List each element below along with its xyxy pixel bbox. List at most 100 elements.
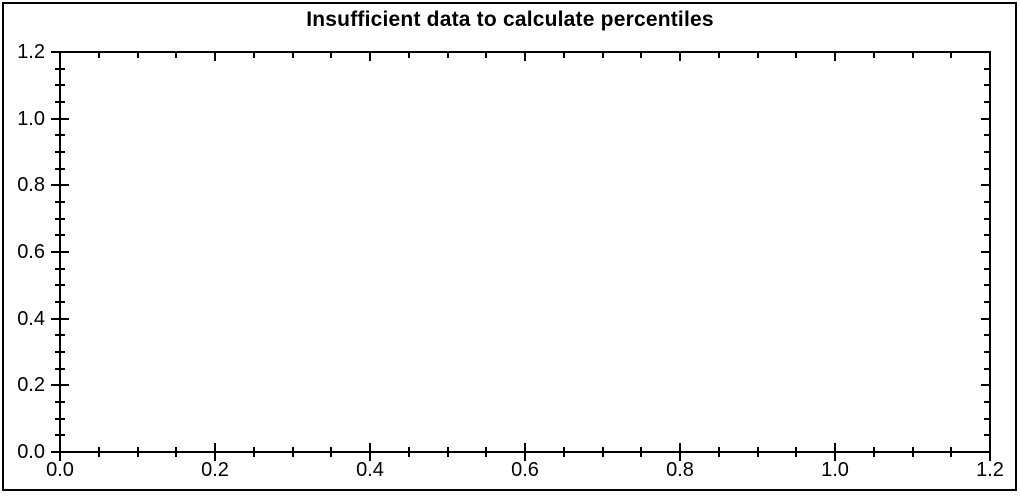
top-axis-minor-tick [911,53,914,58]
y-minor-tick [55,367,65,370]
x-axis-tick-label: 0.2 [201,459,229,481]
y-minor-tick [55,401,65,403]
y-axis-tick-label: 0.2 [17,374,45,397]
y-minor-tick [55,284,65,287]
right-axis-major-tick [981,184,989,187]
y-major-tick [51,184,69,187]
right-axis-major-tick [981,384,989,387]
y-axis-tick-label: 0.8 [17,174,45,197]
right-axis-minor-tick [984,334,989,337]
x-major-tick [989,443,991,461]
top-axis-minor-tick [97,53,100,58]
top-axis-minor-tick [252,53,255,58]
top-axis-minor-tick [485,53,488,58]
right-axis-minor-tick [984,67,989,70]
right-axis-minor-tick [984,151,989,153]
y-minor-tick [55,217,65,220]
top-axis-major-tick [369,53,371,61]
right-axis-minor-tick [984,351,989,353]
top-axis-minor-tick [795,53,798,58]
y-axis-tick-label: 0.0 [17,441,45,463]
x-minor-tick [911,447,914,457]
x-minor-tick [136,447,139,457]
y-axis-tick-label: 1.0 [17,107,45,130]
y-major-tick [51,251,69,253]
right-axis-minor-tick [984,234,989,237]
x-minor-tick [601,447,604,457]
y-minor-tick [55,234,65,237]
right-axis-minor-tick [984,401,989,403]
top-axis-minor-tick [562,53,565,58]
right-axis-major-tick [981,51,989,53]
top-axis-minor-tick [950,53,953,58]
top-axis-major-tick [524,53,526,61]
x-minor-tick [175,447,178,457]
x-minor-tick [717,447,720,457]
chart-outer-border [2,2,1017,491]
top-axis-minor-tick [136,53,139,58]
x-axis-tick-label: 1.0 [821,459,849,481]
y-minor-tick [55,434,65,437]
y-axis-tick-label: 0.4 [17,307,45,330]
x-minor-tick [97,447,100,457]
y-minor-tick [55,84,65,87]
x-minor-tick [795,447,798,457]
x-minor-tick [756,447,759,457]
x-minor-tick [872,447,875,457]
x-axis-tick-label: 1.2 [976,459,1004,481]
right-axis-minor-tick [984,284,989,287]
right-axis-minor-tick [984,267,989,270]
x-major-tick [214,443,216,461]
y-major-tick [51,317,69,320]
y-minor-tick [55,301,65,303]
right-axis-major-tick [981,251,989,253]
y-axis-tick-label: 1.2 [17,41,45,63]
right-axis-minor-tick [984,417,989,420]
top-axis-minor-tick [601,53,604,58]
top-axis-minor-tick [407,53,410,58]
right-axis-minor-tick [984,301,989,303]
y-major-tick [51,384,69,387]
x-minor-tick [291,447,294,457]
top-axis-major-tick [214,53,216,61]
y-minor-tick [55,201,65,203]
x-minor-tick [485,447,488,457]
top-axis-major-tick [834,53,836,61]
x-axis-tick-label: 0.6 [511,459,539,481]
x-major-tick [834,443,836,461]
y-major-tick [51,51,69,53]
right-axis-minor-tick [984,167,989,170]
right-axis-major-tick [981,317,989,320]
top-axis-minor-tick [291,53,294,58]
x-minor-tick [407,447,410,457]
top-axis-minor-tick [330,53,333,58]
x-major-tick [524,443,526,461]
x-major-tick [679,443,681,461]
y-axis-tick-label: 0.6 [17,241,45,263]
y-minor-tick [55,417,65,420]
y-minor-tick [55,167,65,170]
right-axis-major-tick [981,451,989,453]
top-axis-major-tick [679,53,681,61]
top-axis-minor-tick [175,53,178,58]
right-axis-minor-tick [984,134,989,137]
right-axis-minor-tick [984,367,989,370]
y-major-tick [51,117,69,120]
plot-area [59,51,991,453]
right-axis-minor-tick [984,101,989,103]
x-minor-tick [640,447,643,457]
x-major-tick [369,443,371,461]
y-minor-tick [55,134,65,137]
right-axis-minor-tick [984,217,989,220]
x-axis-tick-label: 0.4 [356,459,384,481]
top-axis-minor-tick [717,53,720,58]
right-axis-major-tick [981,117,989,120]
top-axis-major-tick [59,53,61,61]
top-axis-major-tick [989,53,991,61]
y-minor-tick [55,351,65,353]
y-minor-tick [55,67,65,70]
x-axis-tick-label: 0.8 [666,459,694,481]
chart-title: Insufficient data to calculate percentil… [306,8,714,31]
y-minor-tick [55,267,65,270]
